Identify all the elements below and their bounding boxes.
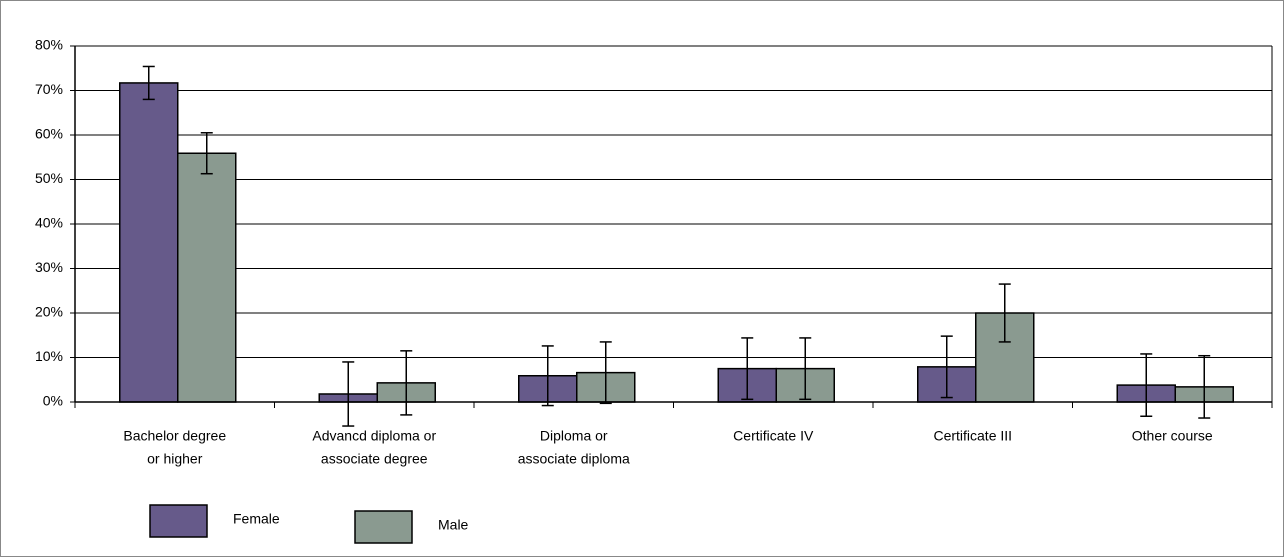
y-tick-label: 0% [43, 393, 63, 409]
x-tick-label: associate degree [321, 451, 428, 467]
x-tick-label: Other course [1132, 428, 1213, 444]
error-bar [342, 361, 355, 427]
y-tick-label: 70% [35, 81, 63, 97]
error-bar [599, 341, 612, 405]
x-tick-label: Certificate IV [733, 428, 814, 444]
x-tick-label: Certificate III [933, 428, 1012, 444]
x-tick-label: Bachelor degree [123, 428, 226, 444]
error-bar [541, 345, 554, 407]
error-bar [741, 337, 754, 401]
legend-label: Male [438, 517, 469, 533]
error-bar [400, 350, 413, 416]
y-tick-label: 50% [35, 170, 63, 186]
y-tick-label: 30% [35, 259, 63, 275]
error-bar [799, 337, 812, 401]
x-tick-label: Diploma or [540, 428, 608, 444]
legend-swatch [354, 510, 413, 544]
legend-label: Female [233, 511, 280, 527]
bar [119, 82, 179, 403]
error-bar [1140, 353, 1153, 417]
error-bar [1198, 354, 1211, 419]
error-bar [200, 132, 213, 175]
y-tick-label: 40% [35, 215, 63, 231]
y-tick-label: 10% [35, 348, 63, 364]
x-tick-label: Advancd diploma or [312, 428, 436, 444]
y-tick-label: 20% [35, 304, 63, 320]
x-tick-label: or higher [147, 451, 203, 467]
bar [177, 152, 237, 403]
error-bar [940, 335, 953, 399]
x-tick-label: associate diploma [518, 451, 630, 467]
y-tick-label: 60% [35, 126, 63, 142]
error-bar [142, 65, 155, 101]
error-bar [998, 283, 1011, 343]
legend-swatch [149, 504, 208, 538]
y-tick-label: 80% [35, 37, 63, 53]
